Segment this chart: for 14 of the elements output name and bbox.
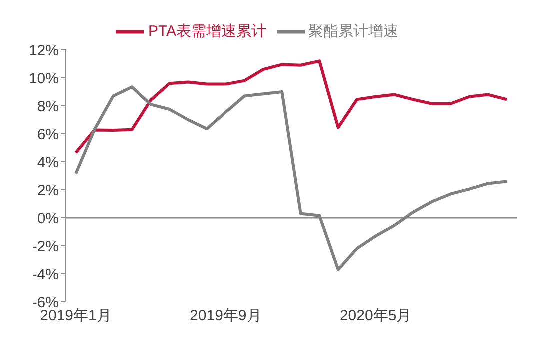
y-tick-label: 10% (28, 70, 59, 88)
x-tick-label: 2020年5月 (340, 308, 412, 325)
y-tick-label: 4% (37, 154, 59, 172)
legend-label: PTA表需增速累计 (148, 22, 267, 40)
legend-label: 聚酯累计增速 (308, 22, 399, 40)
line-series (74, 60, 508, 154)
y-tick-label: 8% (37, 98, 59, 116)
y-tick-label: 2% (37, 182, 59, 200)
x-tick-label: 2019年9月 (190, 308, 262, 325)
y-tick-label: 6% (37, 126, 59, 144)
y-tick-label: -4% (32, 266, 59, 284)
y-tick-label: 12% (28, 42, 59, 60)
y-tick-label: 0% (37, 210, 59, 228)
y-tick-label: -2% (32, 238, 59, 256)
